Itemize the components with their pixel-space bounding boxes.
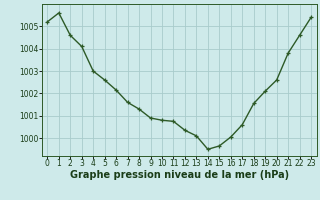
X-axis label: Graphe pression niveau de la mer (hPa): Graphe pression niveau de la mer (hPa): [70, 170, 289, 180]
